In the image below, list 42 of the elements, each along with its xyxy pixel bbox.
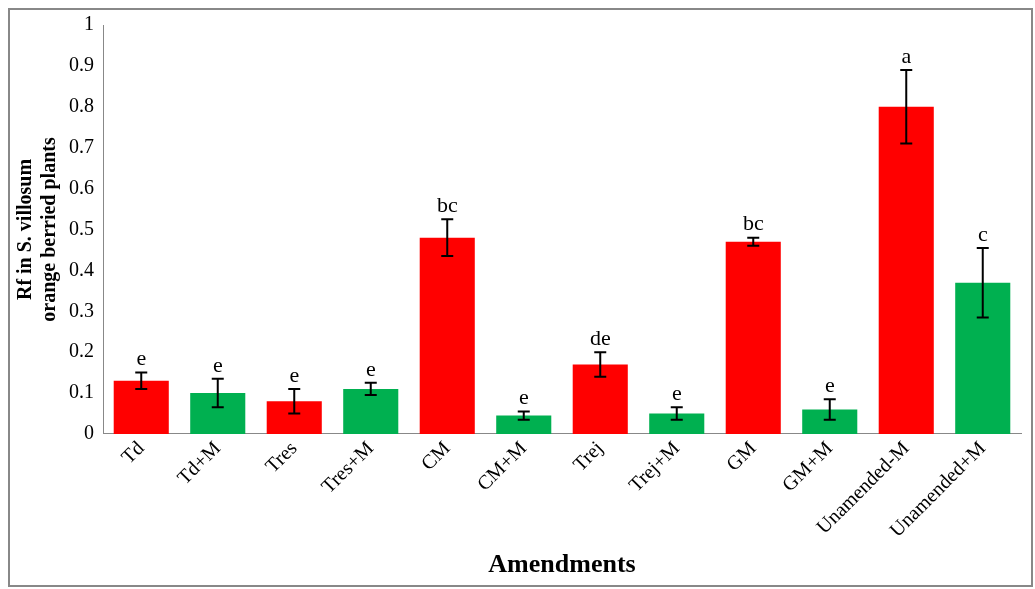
annotation: bc: [742, 210, 764, 236]
y-axis-title: Rf in S. villosum orange berried plants: [13, 137, 61, 322]
bar: [955, 282, 1011, 434]
y-tick-label: 1: [84, 12, 94, 35]
y-tick-label: 0.1: [69, 380, 94, 403]
x-tick-label: Trej: [568, 436, 608, 476]
y-tick-label: 0.4: [69, 257, 94, 280]
y-tick-label: 0.8: [69, 94, 94, 117]
y-tick-label: 0.5: [69, 216, 94, 239]
bar: [266, 401, 322, 434]
x-axis-title: Amendments: [488, 549, 636, 579]
bar: [113, 380, 169, 434]
bar: [802, 409, 858, 434]
y-tick-label: 0.9: [69, 53, 94, 76]
annotation: e: [518, 384, 529, 410]
bar: [190, 393, 246, 434]
annotation: e: [671, 380, 682, 406]
bar: [419, 237, 475, 434]
annotation: e: [365, 355, 376, 381]
y-tick-label: 0.2: [69, 339, 94, 362]
bar: [572, 364, 628, 434]
bar: [878, 106, 934, 434]
x-tick-label: CM: [416, 436, 454, 474]
bar: [496, 415, 552, 434]
annotation: a: [901, 42, 912, 68]
bar: [725, 241, 781, 434]
x-tick-label: GM: [721, 436, 760, 475]
annotation: bc: [436, 192, 458, 218]
y-tick-label: 0: [84, 421, 94, 444]
annotation: de: [589, 324, 611, 350]
annotation: e: [212, 351, 223, 377]
y-tick-label: 0.7: [69, 134, 94, 157]
y-tick-label: 0.3: [69, 298, 94, 321]
y-tick-label: 0.6: [69, 175, 94, 198]
x-tick-label: Td: [116, 436, 148, 468]
bar: [649, 413, 705, 434]
annotation: e: [289, 361, 300, 387]
annotation: e: [824, 371, 835, 397]
annotation: e: [136, 345, 147, 371]
annotation: c: [977, 220, 988, 246]
bar: [343, 388, 399, 434]
x-tick-label: Tres: [260, 436, 301, 477]
